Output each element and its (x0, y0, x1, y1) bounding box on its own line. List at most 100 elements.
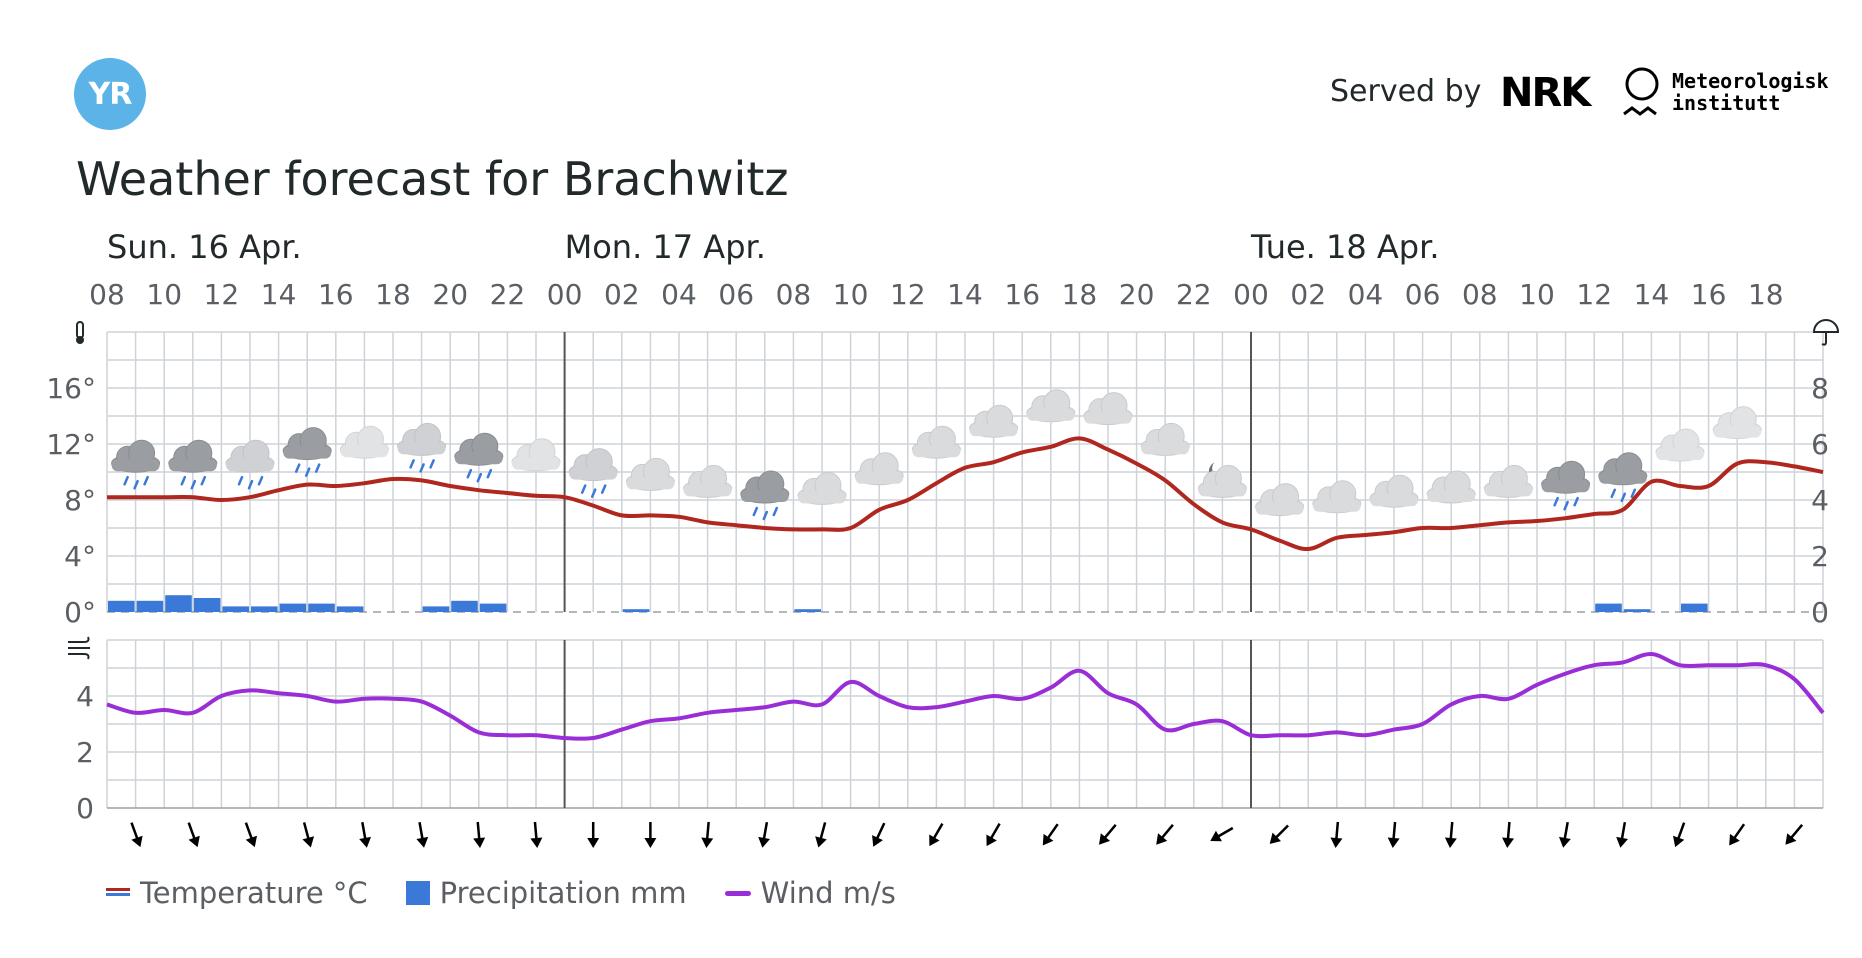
precipitation-bars (108, 595, 1708, 612)
raindrop (476, 472, 483, 483)
wind-line (106, 652, 1825, 741)
cloud-fill (168, 459, 217, 472)
yr-logo-text: YR (88, 76, 133, 112)
wind-arrow (1330, 821, 1343, 848)
temperature-legend-swatch (106, 888, 130, 898)
arrow-head (986, 834, 997, 847)
wind-arrow (1269, 824, 1289, 844)
cloud-icon (969, 404, 1019, 438)
met-line-1: Meteorologisk (1672, 69, 1829, 93)
met-institute-logo: Meteorologisk institutt (1672, 70, 1829, 114)
precipitation-bar (479, 603, 507, 612)
cloud-fill (1312, 499, 1361, 512)
raindrop (200, 475, 207, 486)
wind-icon (68, 636, 90, 660)
rain-heavy-icon (1598, 452, 1648, 503)
wind-arrow (302, 822, 315, 848)
arrow-head (1558, 836, 1571, 848)
raindrop (143, 475, 149, 486)
y-axis-labels: 0° 4° 8° 12° 16° 0 2 4 6 8 0 2 4 (46, 372, 1829, 825)
raindrop (1630, 488, 1637, 499)
cloud-icon (1255, 483, 1305, 517)
weather-icons (111, 389, 1762, 521)
cloud-icon (1312, 480, 1362, 514)
day-label: Mon. 17 Apr. (565, 228, 766, 266)
hour-label: 08 (1462, 278, 1498, 311)
cloud-fill (626, 477, 675, 490)
wind-arrow (872, 822, 886, 847)
cloud-fill (740, 490, 789, 502)
hour-label: 20 (432, 278, 468, 311)
raindrop (1563, 500, 1569, 511)
cloud-light-icon (511, 438, 561, 472)
cloud-fill (1598, 471, 1647, 484)
cloud-fill (226, 459, 274, 472)
hour-label: 14 (947, 278, 983, 311)
precipitation-bar (622, 609, 650, 612)
cloud-fill (111, 459, 160, 472)
legend-temperature-label: Temperature °C (140, 876, 368, 910)
legend-temperature: Temperature °C (106, 876, 368, 910)
cloud-fill (1084, 411, 1132, 424)
hour-label: 16 (1691, 278, 1727, 311)
raindrop (314, 463, 321, 473)
temperature-line (107, 436, 1824, 552)
axis-icons (68, 319, 1840, 660)
thermometer-icon (76, 321, 84, 344)
arrow-head (1156, 833, 1168, 845)
served-by-label: Served by (1330, 74, 1482, 109)
arrow-head (587, 838, 600, 848)
cloud-fill (1656, 448, 1704, 460)
cloud-icon (1026, 389, 1076, 423)
arrow-head (1729, 833, 1740, 846)
precipitation-bar (165, 595, 192, 612)
wind-arrow (130, 822, 143, 848)
cloud-icon (1369, 474, 1419, 508)
hour-label: 10 (1519, 278, 1555, 311)
raindrop (1620, 492, 1627, 503)
rain-light-icon (397, 422, 447, 473)
hour-label: 14 (261, 278, 297, 311)
hour-label: 16 (318, 278, 354, 311)
raindrop (600, 484, 607, 494)
legend-wind-label: Wind m/s (760, 876, 896, 910)
hour-label: 12 (1576, 278, 1612, 311)
raindrop (304, 467, 311, 477)
precipitation-bar (108, 600, 135, 612)
raindrop (580, 484, 587, 494)
hour-label: 12 (890, 278, 926, 311)
raindrop (590, 488, 597, 498)
arrow-head (245, 835, 258, 848)
arrow-head (530, 837, 543, 848)
arrow-head (1099, 833, 1111, 845)
hour-label: 10 (146, 278, 182, 311)
wind-arrow (530, 821, 543, 848)
legend-wind: Wind m/s (724, 876, 896, 910)
temp-tick-label: 0° (64, 596, 96, 629)
precip-tick-label: 2 (1811, 540, 1829, 573)
wind-arrow (758, 821, 771, 848)
arrow-head (1387, 837, 1400, 848)
wind-arrow (1387, 821, 1400, 848)
cloud-fill (798, 491, 846, 504)
arrow-head (1502, 837, 1515, 848)
arrow-head (1330, 837, 1343, 848)
cloud-fill (855, 471, 904, 484)
precipitation-bar (1623, 609, 1651, 612)
hour-label: 02 (604, 278, 640, 311)
hour-label: 00 (1233, 278, 1269, 311)
arrow-head (473, 837, 486, 848)
raindrop (486, 468, 493, 479)
arrow-head (701, 837, 714, 848)
wind-legend-swatch (724, 890, 751, 896)
cloud-fill (454, 452, 503, 465)
precipitation-bar (279, 603, 307, 612)
wind-arrow (1558, 821, 1571, 848)
wind-arrow (986, 822, 1001, 847)
hour-label: 20 (1119, 278, 1155, 311)
cloud-fill (1141, 442, 1190, 455)
hour-label: 08 (776, 278, 812, 311)
nrk-logo: NRK (1500, 70, 1591, 116)
precipitation-bar (1681, 603, 1708, 612)
arrow-head (1444, 837, 1457, 848)
